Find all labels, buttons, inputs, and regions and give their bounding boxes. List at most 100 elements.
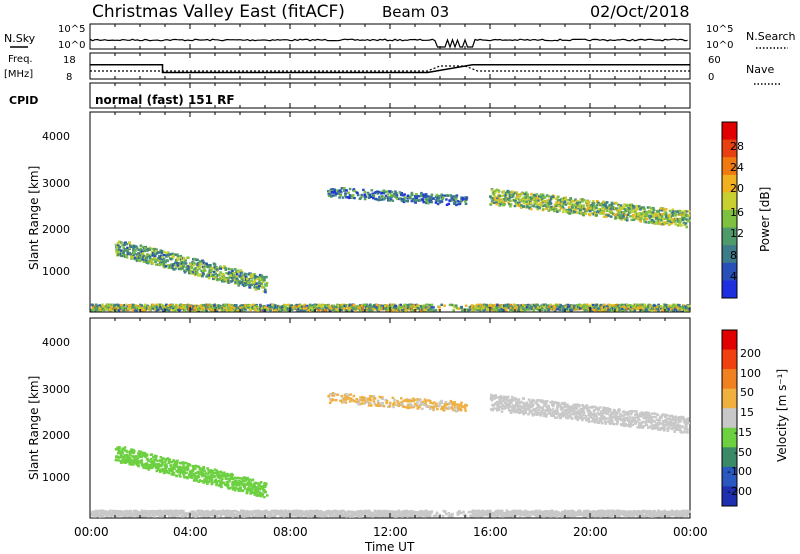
scatter-cell <box>390 190 394 194</box>
scatter-cell <box>188 464 192 467</box>
scatter-cell <box>452 309 455 312</box>
scatter-cell <box>602 201 606 204</box>
scatter-cell <box>674 214 677 217</box>
scatter-cell <box>558 413 562 416</box>
scatter-cell <box>570 405 573 408</box>
scatter-cell <box>490 200 494 203</box>
scatter-cell <box>655 214 658 217</box>
scatter-cell <box>670 217 674 221</box>
scatter-cell <box>613 213 616 216</box>
scatter-cell <box>184 259 187 262</box>
scatter-cell <box>578 404 581 407</box>
scatter-cell <box>662 223 665 226</box>
scatter-cell <box>579 198 583 201</box>
scatter-cell <box>217 484 221 487</box>
scatter-cell <box>617 209 620 213</box>
scatter-cell <box>260 282 263 285</box>
scatter-cell <box>395 194 399 197</box>
scatter-cell <box>505 399 509 403</box>
scatter-cell <box>203 469 206 472</box>
scatter-cell <box>166 259 170 263</box>
scatter-cell <box>211 307 215 310</box>
scatter-cell <box>513 204 517 208</box>
scatter-cell <box>674 223 677 226</box>
scatter-cell <box>483 305 487 308</box>
scatter-cell <box>565 413 568 416</box>
scatter-cell <box>248 485 251 488</box>
scatter-cell <box>339 194 343 197</box>
scatter-cell <box>145 467 148 470</box>
scatter-cell <box>548 205 551 208</box>
scatter-cell <box>135 309 138 312</box>
scatter-cell <box>417 307 421 310</box>
scatter-cell <box>122 251 125 255</box>
scatter-cell <box>141 250 144 253</box>
scatter-cell <box>568 406 572 409</box>
scatter-cell <box>629 208 633 211</box>
scatter-cell <box>168 460 171 463</box>
scatter-cell <box>253 277 257 280</box>
scatter-cell <box>172 306 175 310</box>
scatter-cell <box>211 309 215 312</box>
scatter-cell <box>464 196 467 199</box>
scatter-cell <box>525 202 528 206</box>
scatter-cell <box>166 457 170 460</box>
scatter-cell <box>591 405 594 408</box>
scatter-cell <box>327 304 331 307</box>
scatter-cell <box>132 459 136 462</box>
scatter-cell <box>160 251 164 254</box>
scatter-cell <box>527 398 531 401</box>
scatter-cell <box>248 280 251 283</box>
scatter-cell <box>93 305 96 308</box>
scatter-cell <box>553 206 556 210</box>
scatter-cell <box>687 219 691 222</box>
scatter-cell <box>101 308 105 311</box>
scatter-cell <box>258 491 261 494</box>
scatter-cell <box>131 303 135 307</box>
scatter-cell <box>246 482 250 486</box>
scatter-cell <box>478 308 482 312</box>
scatter-cell <box>492 193 496 196</box>
scatter-cell <box>391 303 395 306</box>
scatter-cell <box>340 191 343 194</box>
scatter-cell <box>246 481 249 484</box>
scatter-cell <box>235 480 238 483</box>
scatter-cell <box>230 268 234 271</box>
scatter-cell <box>560 401 564 405</box>
scatter-cell <box>585 309 589 312</box>
power-colorbar-label: Power [dB] <box>758 187 772 252</box>
scatter-cell <box>261 278 264 282</box>
scatter-cell <box>197 475 201 479</box>
scatter-cell <box>164 458 167 461</box>
scatter-cell <box>452 198 456 202</box>
scatter-cell <box>637 206 640 210</box>
scatter-cell <box>154 257 157 260</box>
scatter-cell <box>588 204 591 207</box>
scatter-cell <box>617 213 620 217</box>
scatter-cell <box>464 200 467 203</box>
scatter-cell <box>501 304 504 307</box>
scatter-cell <box>374 197 377 201</box>
scatter-cell <box>367 195 371 198</box>
scatter-cell <box>585 305 589 308</box>
scatter-cell <box>445 203 449 206</box>
scatter-cell <box>508 405 512 408</box>
scatter-cell <box>240 277 243 280</box>
scatter-cell <box>674 304 678 308</box>
scatter-cell <box>248 478 251 481</box>
scatter-cell <box>177 307 181 310</box>
scatter-cell <box>331 191 334 194</box>
scatter-cell <box>209 273 213 276</box>
scatter-cell <box>606 206 609 210</box>
scatter-cell <box>388 196 391 199</box>
scatter-cell <box>584 211 588 214</box>
scatter-cell <box>430 201 433 204</box>
scatter-cell <box>464 304 468 307</box>
scatter-cell <box>125 453 129 457</box>
scatter-cell <box>143 466 146 469</box>
scatter-cell <box>534 194 538 197</box>
scatter-cell <box>224 303 228 306</box>
scatter-cell <box>383 196 387 200</box>
scatter-cell <box>557 199 560 202</box>
scatter-cell <box>198 472 201 476</box>
